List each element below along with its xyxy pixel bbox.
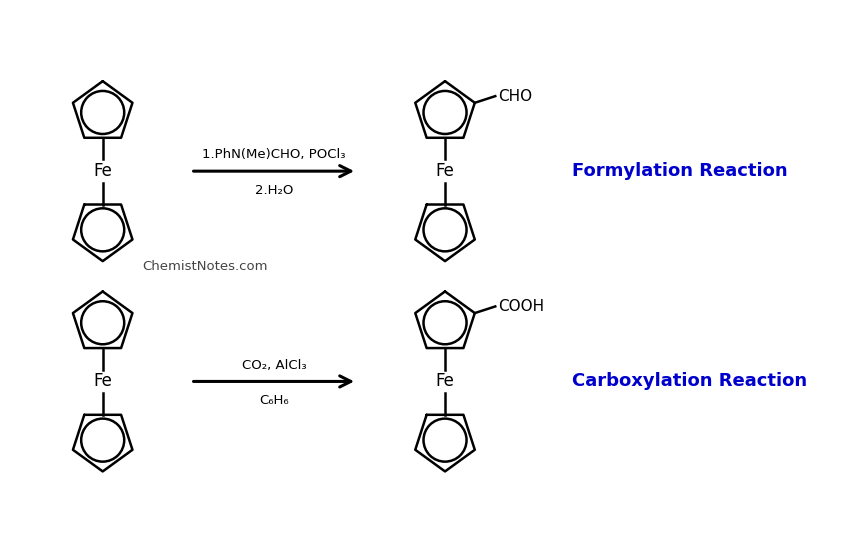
Text: Carboxylation Reaction: Carboxylation Reaction <box>572 372 807 390</box>
Text: CHO: CHO <box>498 89 532 104</box>
Text: Fe: Fe <box>436 162 455 180</box>
Text: 2.H₂O: 2.H₂O <box>255 184 293 197</box>
Text: 1.PhN(Me)CHO, POCl₃: 1.PhN(Me)CHO, POCl₃ <box>202 148 345 161</box>
Text: CO₂, AlCl₃: CO₂, AlCl₃ <box>242 359 306 372</box>
Text: Fe: Fe <box>93 162 112 180</box>
Text: COOH: COOH <box>498 299 545 314</box>
Text: ChemistNotes.com: ChemistNotes.com <box>142 261 268 273</box>
Text: Fe: Fe <box>93 372 112 390</box>
Text: C₆H₆: C₆H₆ <box>259 394 289 407</box>
Text: Fe: Fe <box>436 372 455 390</box>
Text: Formylation Reaction: Formylation Reaction <box>572 162 788 180</box>
